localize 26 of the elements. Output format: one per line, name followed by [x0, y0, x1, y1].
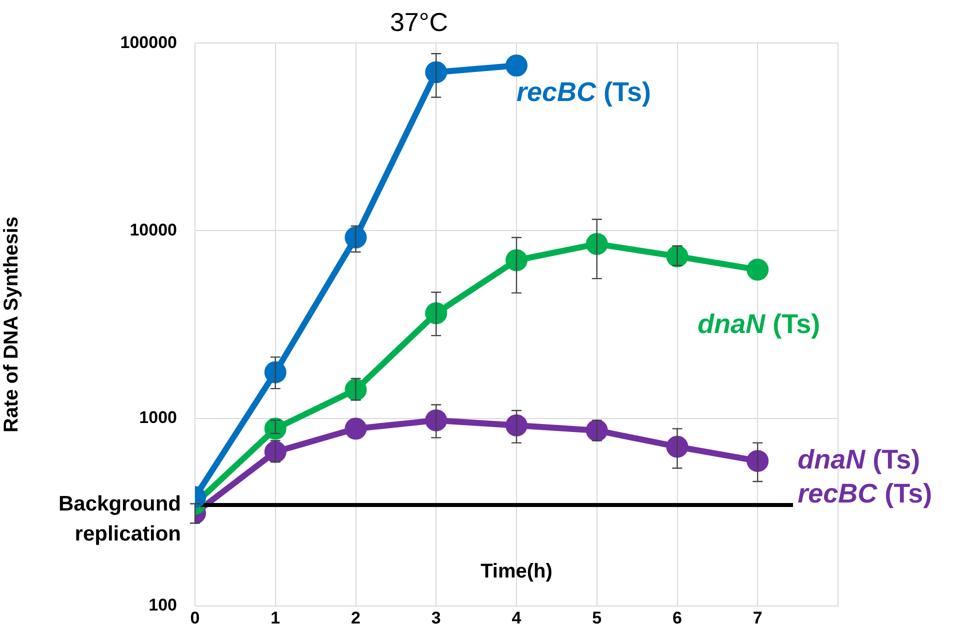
series-label: dnaN (Ts) recBC (Ts) — [798, 444, 932, 508]
x-tick-label: 4 — [512, 608, 522, 628]
chart-title: 37°C — [390, 6, 448, 37]
ref-line-label: Background replication — [58, 492, 181, 546]
x-tick-label: 6 — [672, 608, 682, 628]
x-tick-label: 0 — [190, 608, 200, 628]
y-axis-title: Rate of DNA Synthesis — [0, 216, 23, 432]
x-tick-label: 3 — [431, 608, 441, 628]
y-tick-label: 10000 — [130, 220, 177, 240]
series-label: recBC (Ts) — [516, 77, 652, 108]
x-tick-label: 5 — [592, 608, 602, 628]
point — [746, 258, 769, 281]
y-tick-label: 100000 — [120, 32, 177, 52]
point — [506, 54, 528, 77]
point — [586, 232, 608, 255]
point — [425, 61, 448, 84]
x-axis-title: Time(h) — [480, 560, 552, 582]
series-label: dnaN (Ts) — [698, 309, 820, 340]
point — [425, 302, 448, 324]
x-tick-label: 7 — [752, 608, 762, 628]
x-tick-label: 2 — [351, 608, 360, 628]
y-tick-label: 1000 — [139, 408, 177, 427]
y-tick-label: 100 — [148, 595, 177, 614]
point — [264, 361, 286, 384]
x-tick-label: 1 — [270, 608, 280, 628]
point — [506, 249, 528, 272]
